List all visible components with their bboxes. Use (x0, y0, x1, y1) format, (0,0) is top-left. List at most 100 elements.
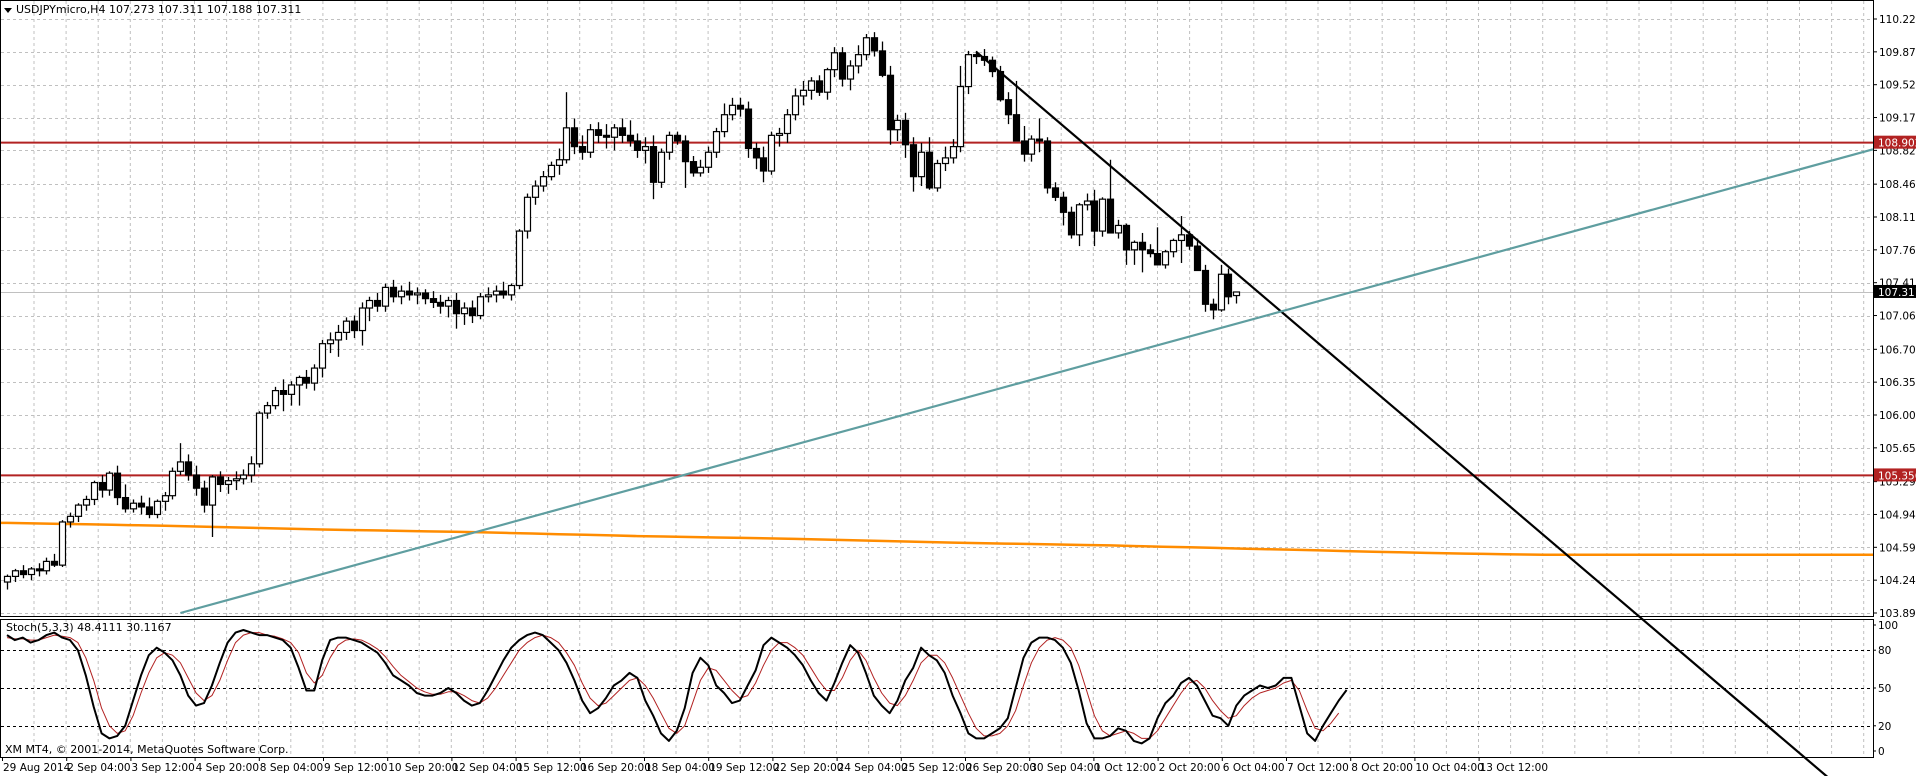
candle (815, 75, 824, 96)
chart-title-text: USDJPYmicro,H4 107.273 107.311 107.188 1… (16, 3, 302, 16)
bear-body (689, 161, 698, 174)
candle (460, 302, 469, 325)
candle (1035, 118, 1044, 153)
candle (58, 520, 67, 568)
chart-title[interactable]: USDJPYmicro,H4 107.273 107.311 107.188 1… (4, 3, 301, 16)
candle (586, 124, 595, 158)
bear-body (626, 134, 635, 142)
bear-body (1209, 303, 1218, 311)
bear-body (925, 151, 934, 189)
candle (499, 281, 508, 299)
candle (208, 475, 217, 537)
bear-body (373, 299, 382, 307)
bear-body (1193, 245, 1202, 272)
candle (807, 77, 816, 100)
candle (90, 480, 99, 506)
current-price-tag (1874, 284, 1916, 298)
dropdown-triangle-icon[interactable] (4, 7, 12, 13)
bear-body (389, 286, 398, 298)
uptrend-trendline[interactable] (180, 148, 1874, 615)
trendlines[interactable] (180, 51, 1874, 780)
candle (854, 45, 863, 74)
bull-body (1232, 291, 1241, 297)
bull-body (271, 390, 280, 407)
candle (641, 137, 650, 164)
price-tick-label: 106.000 (1879, 410, 1916, 422)
price-tags: 108.902 105.356 107.311 (1874, 135, 1916, 482)
candle (775, 127, 784, 147)
time-tick-label: 12 Sep 04:00 (452, 762, 522, 774)
candle (397, 285, 406, 305)
time-tick-label: 6 Oct 04:00 (1223, 762, 1285, 774)
time-tick-label: 30 Sep 04:00 (1030, 762, 1100, 774)
bull-body (318, 343, 327, 369)
moving-average-path[interactable] (1, 521, 1873, 557)
candle (1004, 92, 1013, 125)
candle (791, 88, 800, 121)
bull-body (531, 185, 540, 198)
candle (105, 471, 114, 496)
candle (1193, 238, 1202, 272)
stoch-tick-label: 20 (1878, 721, 1891, 733)
bear-body (633, 140, 642, 151)
bull-body (444, 299, 453, 307)
candle (547, 161, 556, 181)
bull-body (949, 146, 958, 159)
bull-body (941, 157, 950, 165)
candle (1012, 80, 1021, 142)
candle (570, 118, 579, 155)
price-tick-label: 104.940 (1879, 509, 1916, 521)
candle (492, 285, 501, 303)
bear-body (618, 127, 627, 136)
bull-body (365, 299, 374, 309)
bull-body (295, 376, 304, 386)
bull-body (247, 463, 256, 476)
candle (1146, 244, 1155, 258)
bear-body (752, 147, 761, 159)
bear-body (870, 37, 879, 52)
bull-body (460, 307, 469, 315)
bull-body (161, 495, 170, 502)
price-tick-label: 108.460 (1879, 179, 1916, 191)
candle (365, 296, 374, 322)
bull-body (1075, 204, 1084, 236)
time-tick-label: 8 Sep 04:00 (260, 762, 323, 774)
candle (696, 159, 705, 177)
candle (326, 332, 335, 354)
candle (35, 563, 44, 577)
bull-body (105, 472, 114, 491)
candle (704, 146, 713, 173)
price-axis[interactable]: 110.220109.870109.520109.170108.820108.4… (1873, 14, 1916, 620)
bull-body (539, 176, 548, 187)
bull-body (728, 104, 737, 116)
candle (830, 47, 839, 78)
level-price-tag-text: 105.356 (1878, 470, 1916, 482)
time-tick-label: 22 Sep 20:00 (773, 762, 843, 774)
candle (1177, 216, 1186, 263)
candle (1201, 264, 1210, 312)
candle (1098, 197, 1107, 237)
candle (578, 135, 587, 160)
moving-average-line[interactable] (1, 521, 1873, 557)
bull-body (956, 85, 965, 148)
candle (350, 315, 359, 339)
bull-body (862, 37, 871, 56)
bull-body (854, 54, 863, 67)
bear-body (421, 292, 430, 300)
bear-body (121, 496, 130, 510)
bull-body (507, 284, 516, 296)
downtrend-trendline[interactable] (975, 51, 1873, 780)
bull-body (232, 478, 241, 482)
time-tick-label: 3 Sep 12:00 (131, 762, 194, 774)
horizontal-levels[interactable] (1, 141, 1873, 477)
candle (476, 293, 485, 320)
candle (113, 465, 122, 506)
bull-body (515, 230, 524, 287)
candle (216, 471, 225, 492)
time-tick-label: 26 Sep 20:00 (966, 762, 1036, 774)
candle (1217, 264, 1226, 312)
candle (224, 476, 233, 494)
